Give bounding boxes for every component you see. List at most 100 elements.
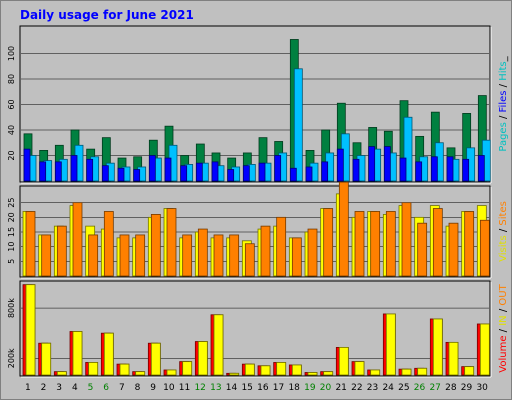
bar-out: [88, 362, 99, 376]
bar-visits: [479, 219, 490, 277]
y-tick-label: 800k: [7, 298, 16, 318]
x-tick-label: 5: [88, 383, 94, 393]
y-tick-label: 200k: [7, 348, 16, 368]
series-files: [27, 68, 491, 182]
x-tick-label: 1: [25, 383, 31, 393]
bar-out: [72, 331, 83, 376]
bar-visits: [354, 211, 365, 277]
legend-text: _: [498, 55, 509, 62]
legend-text: /: [498, 326, 509, 336]
bar-visits: [88, 234, 99, 277]
x-tick-label: 13: [210, 383, 221, 393]
bar-files: [293, 68, 303, 182]
bar-visits: [213, 234, 224, 277]
bar-pages: [462, 158, 470, 182]
x-tick-label: 11: [179, 383, 190, 393]
x-tick-label: 15: [241, 383, 252, 393]
y-tick-label: 20: [7, 212, 16, 222]
bar-out: [307, 372, 318, 376]
y-tick-label: 100: [7, 46, 16, 61]
x-tick-label: 18: [288, 383, 300, 393]
bar-out: [229, 372, 240, 376]
legend-text: Hits: [498, 61, 509, 80]
bar-pages: [211, 161, 219, 182]
bar-visits: [276, 216, 287, 277]
panel-visits-sites: 5 10 15 20 25 Visits / Sites: [7, 181, 509, 279]
x-tick-label: 7: [119, 383, 125, 393]
bar-pages: [195, 162, 203, 182]
bar-pages: [477, 155, 485, 182]
bar-visits: [448, 222, 459, 277]
legend-pages-files-hits: Pages / Files / Hits_: [498, 55, 509, 151]
y-tick-label: 40: [7, 125, 16, 135]
legend-volume: Volume / IN / OUT: [498, 283, 509, 372]
series-out: [25, 284, 490, 376]
bar-out: [166, 369, 177, 376]
bar-out: [213, 314, 224, 376]
bar-out: [119, 363, 130, 376]
bar-pages: [368, 146, 376, 182]
bar-out: [291, 364, 302, 376]
bar-out: [448, 341, 459, 376]
y-tick-label: 15: [7, 227, 16, 237]
y-tick-label: 25: [7, 198, 16, 208]
chart-title: Daily usage for June 2021: [20, 8, 194, 22]
bar-out: [432, 318, 443, 376]
bar-out: [56, 371, 67, 376]
x-tick-label: 8: [135, 383, 141, 393]
bar-pages: [430, 156, 438, 182]
x-tick-label: 12: [194, 383, 205, 393]
x-tick-label: 20: [320, 383, 332, 393]
legend-text: Visits: [498, 235, 509, 262]
bar-files: [403, 116, 413, 182]
x-tick-label: 3: [56, 383, 62, 393]
panel-frame: [19, 185, 491, 278]
bar-out: [41, 342, 52, 376]
bar-out: [338, 346, 349, 376]
bar-visits: [119, 234, 130, 277]
bar-pages: [227, 169, 235, 182]
y-tick-label: 20: [7, 150, 16, 160]
legend-text: OUT: [498, 283, 509, 305]
bar-out: [417, 367, 428, 376]
bar-out: [464, 366, 475, 376]
bar-pages: [274, 155, 282, 182]
bar-pages: [54, 161, 62, 182]
bar-pages: [415, 161, 423, 182]
x-tick-label: 21: [335, 383, 346, 393]
bar-pages: [117, 167, 125, 182]
bar-visits: [244, 243, 255, 277]
bar-out: [276, 362, 287, 376]
bar-visits: [166, 208, 177, 277]
legend-text: /: [498, 226, 509, 236]
x-tick-label: 17: [273, 383, 284, 393]
bar-visits: [385, 211, 396, 277]
bar-out: [323, 371, 334, 376]
legend-text: IN: [498, 315, 509, 325]
bar-visits: [182, 234, 193, 277]
x-tick-label: 19: [304, 383, 316, 393]
bar-out: [150, 342, 161, 376]
bar-visits: [417, 222, 428, 277]
panel-volume: 200k 800k Volume / IN / OUT: [7, 280, 509, 378]
bar-visits: [338, 181, 349, 277]
x-tick-label: 28: [445, 383, 457, 393]
legend-text: Files: [498, 91, 509, 113]
bar-visits: [291, 237, 302, 277]
bar-pages: [39, 161, 47, 182]
bar-pages: [305, 166, 313, 182]
bar-out: [135, 371, 146, 376]
x-tick-label: 26: [414, 383, 426, 393]
bar-visits: [25, 211, 36, 277]
x-tick-label: 30: [476, 383, 488, 393]
bar-out: [182, 361, 193, 376]
bar-pages: [258, 162, 266, 182]
x-tick-label: 22: [351, 383, 362, 393]
bar-pages: [148, 155, 156, 182]
bar-out: [260, 365, 271, 376]
bar-visits: [323, 208, 334, 277]
bar-out: [244, 363, 255, 376]
bar-out: [197, 341, 208, 376]
bar-out: [25, 284, 36, 376]
bar-out: [370, 369, 381, 376]
